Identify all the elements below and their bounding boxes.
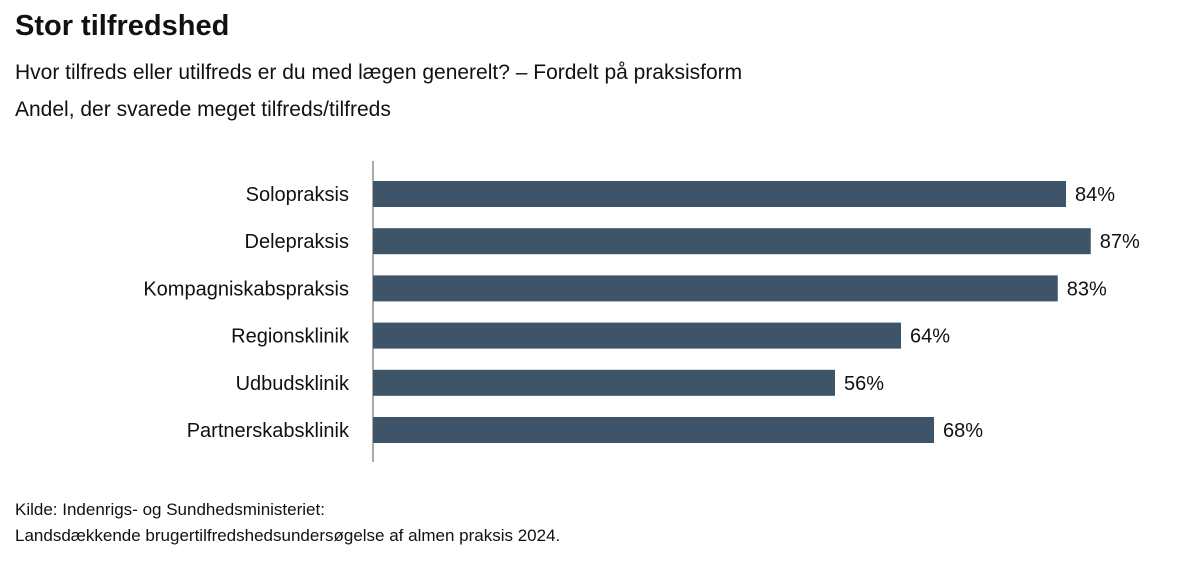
bars-layer: Solopraksis 84% Delepraksis 87% Kompagniskab… [143, 181, 1140, 443]
chart-subtitle-measure: Andel, der svarede meget tilfreds/tilfre… [15, 98, 391, 121]
category-label: Kompagniskabspraksis [143, 278, 349, 300]
category-label: Delepraksis [245, 231, 349, 253]
value-label: 83% [1067, 278, 1107, 300]
bar-udbudsklinik [373, 369, 835, 396]
category-label: Solopraksis [246, 184, 349, 206]
category-label: Partnerskabsklinik [187, 420, 350, 442]
value-label: 56% [844, 373, 884, 395]
source-line-2: Landsdækkende brugertilfredshedsundersøg… [15, 526, 561, 545]
category-label: Udbudsklinik [236, 373, 350, 395]
bar-partnerskabsklinik [373, 417, 934, 443]
bar-regionsklinik [373, 322, 901, 349]
value-label: 68% [943, 420, 983, 442]
bar-chart: Solopraksis 84% Delepraksis 87% Kompagniskab… [143, 161, 1140, 462]
source-line-1: Kilde: Indenrigs- og Sundhedsministeriet… [15, 500, 325, 519]
category-label: Regionsklinik [231, 326, 350, 348]
chart-title: Stor tilfredshed [15, 10, 230, 42]
value-label: 84% [1075, 184, 1115, 206]
bar-kompagniskabspraksis [373, 275, 1058, 302]
bar-solopraksis [373, 181, 1066, 207]
chart-subtitle: Hvor tilfreds eller utilfreds er du med … [15, 61, 743, 84]
bar-delepraksis [373, 228, 1091, 255]
value-label: 64% [910, 326, 950, 348]
value-label: 87% [1100, 231, 1140, 253]
